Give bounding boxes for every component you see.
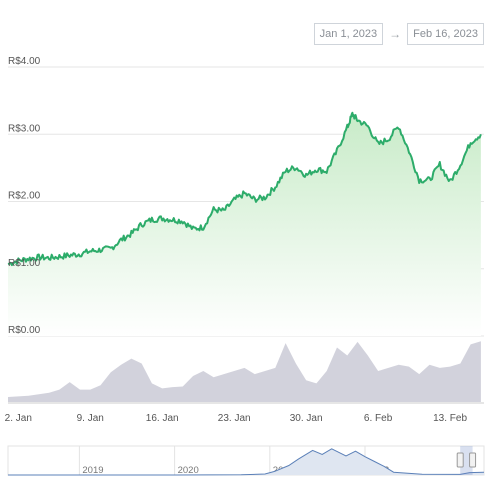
navigator-handle [469, 452, 477, 468]
price-area-fill [8, 112, 481, 336]
x-tick-label: 23. Jan [218, 413, 251, 424]
date-range-selector: Jan 1, 2023 → Feb 16, 2023 [313, 23, 484, 45]
price-line [7, 111, 482, 267]
y-tick-label: R$1.00 [8, 258, 41, 269]
x-tick-label: 6. Feb [364, 413, 393, 424]
navigator-fill [8, 448, 484, 475]
x-tick-label: 2. Jan [5, 413, 32, 424]
volume-area [8, 341, 481, 402]
x-tick-label: 13. Feb [433, 413, 467, 424]
navigator-line [8, 448, 485, 476]
volume-series [8, 341, 481, 402]
navigator-tick-label: 2020 [178, 465, 199, 476]
x-tick-label: 16. Jan [146, 413, 179, 424]
range-end-input[interactable]: Feb 16, 2023 [407, 23, 484, 45]
navigator-handle [456, 452, 464, 468]
y-axis-labels: R$4.00 R$3.00 R$2.00 R$1.00 R$0.00 [8, 56, 41, 336]
navigator-tick-label: 2019 [82, 465, 103, 476]
y-tick-label: R$3.00 [8, 123, 41, 134]
navigator-frame [7, 445, 485, 476]
navigator[interactable]: 2019202020212022 [7, 445, 485, 476]
y-tick-label: R$2.00 [8, 191, 41, 202]
range-arrow-icon: → [389, 27, 402, 41]
x-tick-label: 30. Jan [290, 413, 323, 424]
range-start-input[interactable]: Jan 1, 2023 [313, 23, 384, 45]
x-axis-labels: 2. Jan 9. Jan 16. Jan 23. Jan 30. Jan 6. Feb 1… [5, 402, 484, 424]
price-area [7, 111, 482, 336]
y-tick-label: R$0.00 [8, 325, 41, 336]
y-tick-label: R$4.00 [8, 56, 41, 67]
x-tick-label: 9. Jan [77, 413, 104, 424]
